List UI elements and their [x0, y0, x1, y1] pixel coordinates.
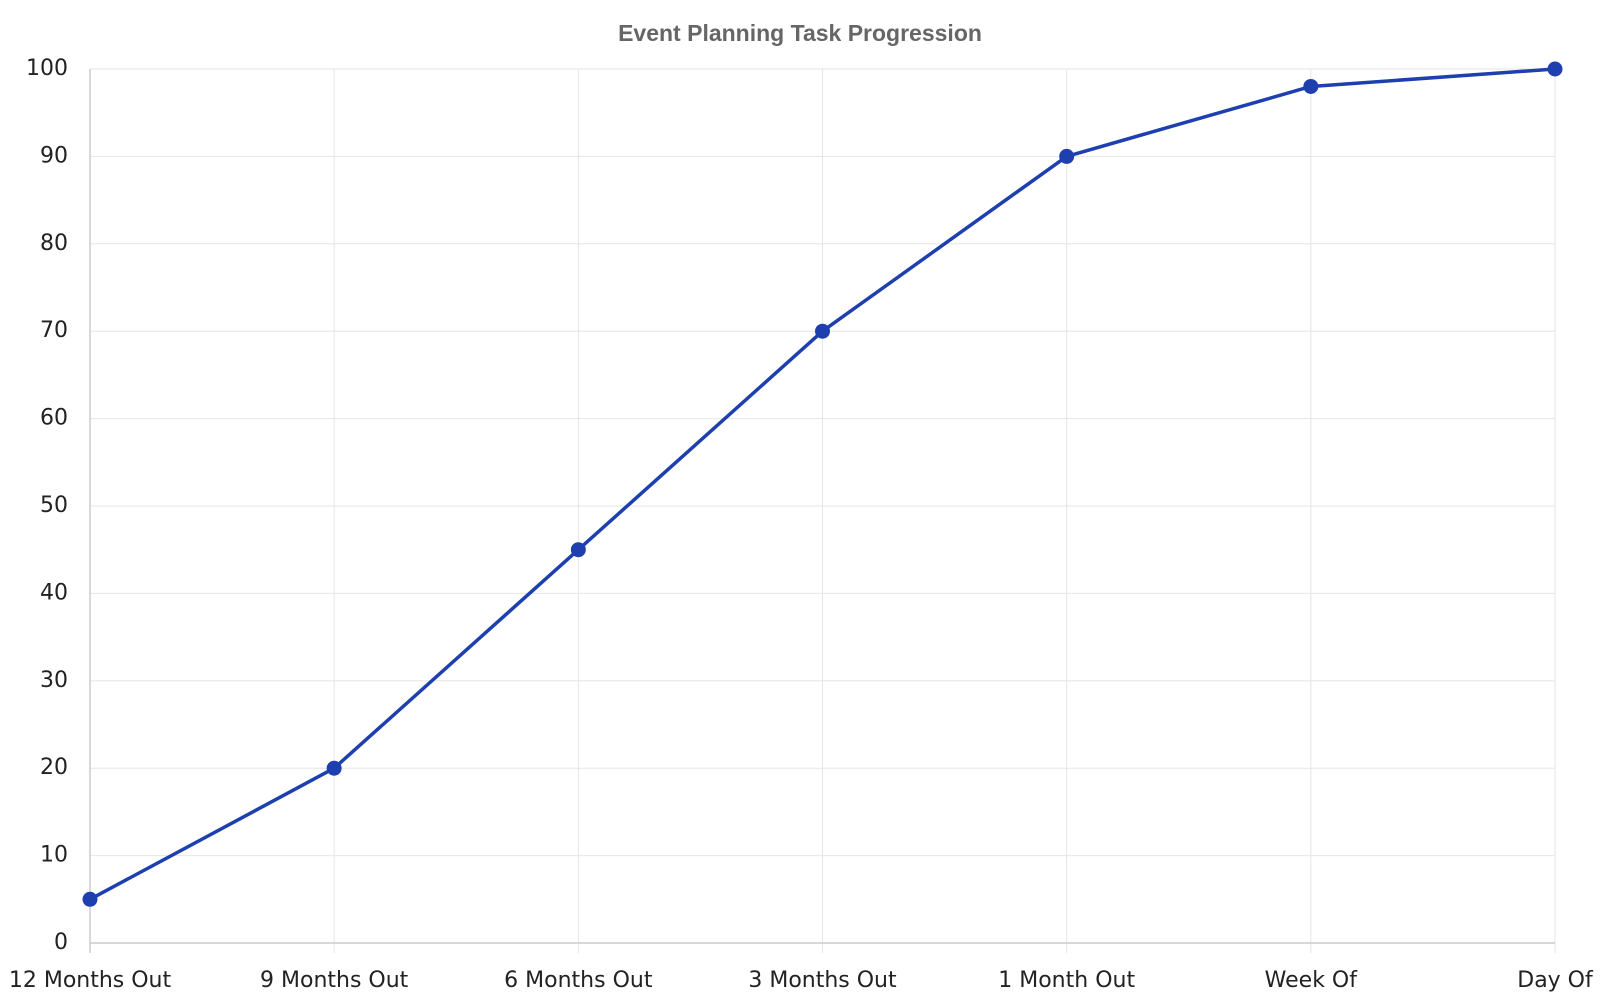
y-tick-label: 70	[40, 318, 68, 343]
point	[82, 891, 98, 907]
x-tick-label: 9 Months Out	[260, 968, 409, 993]
y-tick-label: 0	[54, 930, 68, 955]
x-tick-label: Week Of	[1265, 968, 1359, 993]
y-tick-label: 30	[40, 668, 68, 693]
point	[1059, 148, 1075, 164]
point	[326, 760, 342, 776]
y-tick-label: 40	[40, 580, 68, 605]
y-tick-label: 80	[40, 231, 68, 256]
x-tick-label: 1 Month Out	[998, 968, 1135, 993]
y-tick-label: 100	[26, 56, 68, 81]
point	[815, 323, 830, 339]
y-tick-label: 60	[40, 406, 68, 431]
y-tick-label: 20	[40, 755, 68, 780]
y-tick-label: 10	[40, 843, 68, 868]
y-tick-label: 50	[40, 493, 68, 518]
x-tick-label: 6 Months Out	[504, 968, 653, 993]
point	[1303, 78, 1319, 94]
y-tick-label: 90	[40, 143, 68, 168]
x-tick-label: 12 Months Out	[9, 968, 172, 993]
x-tick-label: 3 Months Out	[748, 968, 897, 993]
point	[570, 542, 586, 558]
x-tick-label: Day Of	[1517, 968, 1594, 993]
chart-title: Event Planning Task Progression	[618, 20, 982, 46]
point	[1547, 61, 1563, 77]
